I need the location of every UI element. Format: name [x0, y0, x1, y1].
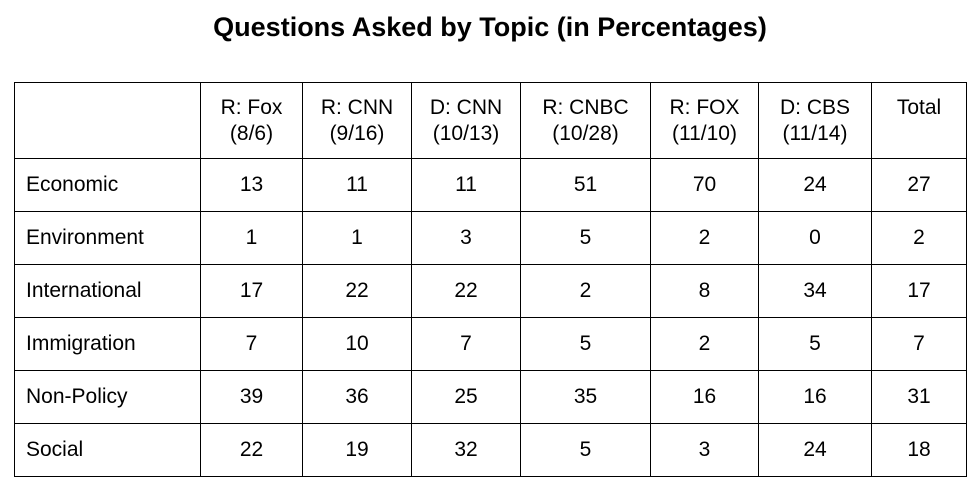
row-label: Social: [14, 423, 201, 477]
value-cell: 36: [302, 370, 412, 424]
total-cell: 27: [871, 158, 967, 212]
column-header-name: R: CNN: [320, 96, 394, 119]
value-cell: 5: [520, 317, 651, 371]
column-header: D: CBS (11/14): [758, 82, 872, 159]
column-header-name: D: CBS: [779, 96, 850, 119]
value-cell: 2: [650, 211, 759, 265]
column-header-date: (8/6): [229, 122, 274, 145]
value-cell: 3: [650, 423, 759, 477]
table-row: Immigration 7 10 7 5 2 5 7: [14, 317, 967, 371]
column-header-date: (9/16): [329, 122, 385, 145]
header-row: R: Fox (8/6) R: CNN (9/16) D: CNN (10/13…: [14, 82, 967, 159]
total-cell: 18: [871, 423, 967, 477]
value-cell: 2: [650, 317, 759, 371]
value-cell: 2: [520, 264, 651, 318]
value-cell: 22: [200, 423, 303, 477]
column-header: D: CNN (10/13): [411, 82, 521, 159]
value-cell: 1: [302, 211, 412, 265]
total-cell: 31: [871, 370, 967, 424]
value-cell: 7: [411, 317, 521, 371]
value-cell: 70: [650, 158, 759, 212]
column-header: R: CNN (9/16): [302, 82, 412, 159]
value-cell: 8: [650, 264, 759, 318]
value-cell: 35: [520, 370, 651, 424]
column-header-date: (10/28): [552, 122, 619, 145]
row-label: Economic: [14, 158, 201, 212]
row-label: Non-Policy: [14, 370, 201, 424]
table-row: Non-Policy 39 36 25 35 16 16 31: [14, 370, 967, 424]
value-cell: 51: [520, 158, 651, 212]
column-header-name: R: CNBC: [542, 96, 629, 119]
column-header-name: R: Fox: [220, 96, 283, 119]
column-header-date: (11/10): [672, 122, 737, 145]
column-header-name: D: CNN: [429, 96, 503, 119]
column-header-date: (10/13): [432, 122, 500, 145]
row-label: International: [14, 264, 201, 318]
value-cell: 5: [758, 317, 872, 371]
column-header-date: (11/14): [782, 122, 848, 145]
row-label: Environment: [14, 211, 201, 265]
value-cell: 5: [520, 423, 651, 477]
chart-title: Questions Asked by Topic (in Percentages…: [213, 12, 767, 42]
value-cell: 25: [411, 370, 521, 424]
total-cell: 7: [871, 317, 967, 371]
value-cell: 24: [758, 158, 872, 212]
value-cell: 10: [302, 317, 412, 371]
value-cell: 11: [411, 158, 521, 212]
column-header: R: Fox (8/6): [200, 82, 303, 159]
value-cell: 1: [200, 211, 303, 265]
value-cell: 22: [302, 264, 412, 318]
value-cell: 32: [411, 423, 521, 477]
table-row: Environment 1 1 3 5 2 0 2: [14, 211, 967, 265]
value-cell: 0: [758, 211, 872, 265]
table-row: Economic 13 11 11 51 70 24 27: [14, 158, 967, 212]
row-label: Immigration: [14, 317, 201, 371]
value-cell: 11: [302, 158, 412, 212]
value-cell: 19: [302, 423, 412, 477]
table-row: International 17 22 22 2 8 34 17: [14, 264, 967, 318]
total-cell: 2: [871, 211, 967, 265]
value-cell: 13: [200, 158, 303, 212]
column-header-total: Total: [871, 82, 967, 159]
column-header-name: Total: [896, 96, 942, 119]
value-cell: 34: [758, 264, 872, 318]
value-cell: 16: [650, 370, 759, 424]
column-header: R: FOX (11/10): [650, 82, 759, 159]
value-cell: 3: [411, 211, 521, 265]
column-header: R: CNBC (10/28): [520, 82, 651, 159]
value-cell: 24: [758, 423, 872, 477]
column-header-name: R: FOX: [669, 96, 740, 119]
value-cell: 17: [200, 264, 303, 318]
value-cell: 7: [200, 317, 303, 371]
value-cell: 39: [200, 370, 303, 424]
value-cell: 16: [758, 370, 872, 424]
questions-by-topic-table: R: Fox (8/6) R: CNN (9/16) D: CNN (10/13…: [14, 82, 967, 477]
table-row: Social 22 19 32 5 3 24 18: [14, 423, 967, 477]
value-cell: 22: [411, 264, 521, 318]
total-cell: 17: [871, 264, 967, 318]
header-corner-cell: [14, 82, 201, 159]
value-cell: 5: [520, 211, 651, 265]
